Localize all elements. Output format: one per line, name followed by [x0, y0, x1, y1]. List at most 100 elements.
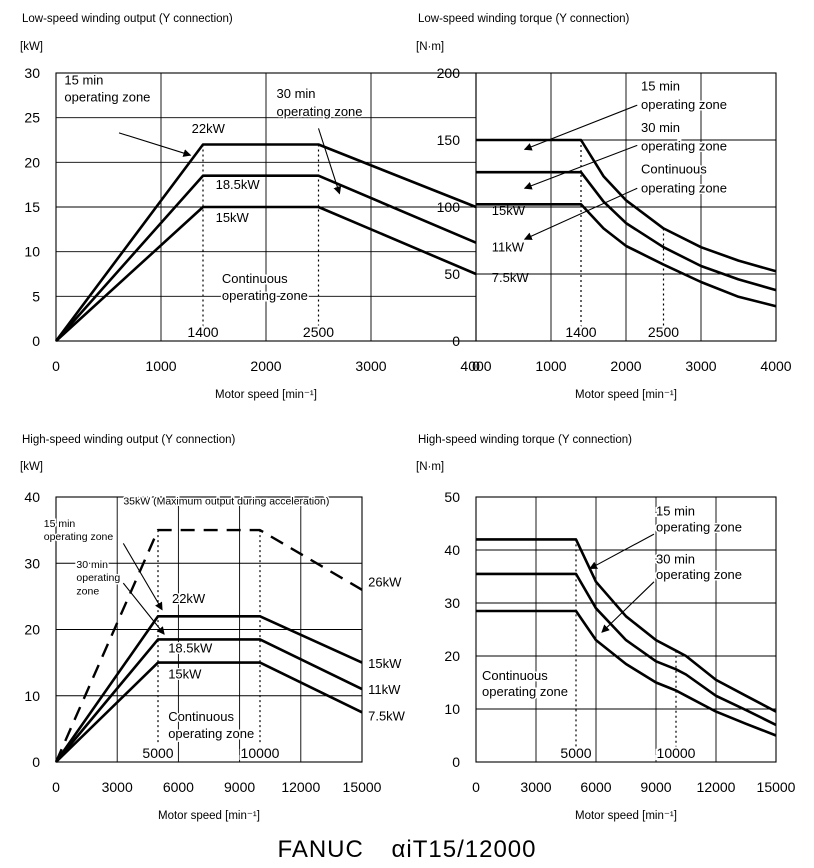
- annotation-label: 30 min: [277, 86, 316, 101]
- annotation-label: operating zone: [64, 90, 150, 105]
- annotation-arrow: [589, 533, 655, 570]
- x-tick-label: 15000: [757, 779, 796, 795]
- annotation-label: 30 min: [76, 559, 108, 571]
- x-tick-label: 9000: [224, 779, 255, 795]
- chart-c3: High-speed winding output (Y connection)…: [20, 434, 407, 822]
- x-tick-label: 0: [52, 779, 60, 795]
- annotation-label: 15 min: [656, 504, 695, 519]
- annotation-label: 30 min: [641, 120, 680, 135]
- chart-title: Low-speed winding output (Y connection): [22, 13, 233, 25]
- annotation-label: Continuous: [168, 709, 234, 724]
- plot-frame: [475, 72, 777, 342]
- y-axis-unit: [kW]: [20, 41, 43, 53]
- annotation-arrow: [317, 128, 342, 195]
- x-tick-label: 9000: [640, 779, 671, 795]
- series-line-1: [476, 572, 777, 727]
- x-tick-label: 6000: [580, 779, 611, 795]
- y-tick-label: 100: [437, 199, 461, 215]
- x-tick-label: 3000: [685, 358, 716, 374]
- x-axis-label: Motor speed [min⁻¹]: [215, 389, 317, 401]
- series-line-2: [476, 609, 777, 737]
- x-tick-label: 0: [472, 358, 480, 374]
- speed-marker-label: 5000: [142, 745, 173, 761]
- x-axis-label: Motor speed [min⁻¹]: [158, 810, 260, 822]
- series-line-0: [54, 528, 363, 763]
- y-tick-label: 10: [444, 701, 460, 717]
- annotation-label: Continuous: [222, 271, 288, 286]
- annotation-label: 15 min: [44, 518, 76, 530]
- series-line-2: [476, 203, 777, 308]
- y-tick-label: 40: [444, 542, 460, 558]
- annotation-label: 22kW: [172, 591, 206, 606]
- annotation-label: operating zone: [482, 684, 568, 699]
- plot-frame: [55, 496, 363, 763]
- y-tick-label: 20: [24, 622, 40, 638]
- speed-marker-label: 1400: [187, 324, 218, 340]
- speed-marker-label: 1400: [565, 324, 596, 340]
- series-line-2: [55, 205, 477, 342]
- series-line-2: [55, 638, 363, 763]
- y-tick-label: 20: [444, 648, 460, 664]
- y-tick-label: 20: [24, 154, 40, 170]
- annotation-arrow: [122, 582, 165, 635]
- y-tick-label: 40: [24, 489, 40, 505]
- chart-title: Low-speed winding torque (Y connection): [418, 13, 630, 25]
- chart-c2: Low-speed winding torque (Y connection) […: [416, 13, 792, 401]
- annotation-arrow: [601, 581, 655, 633]
- annotation-arrow: [118, 132, 192, 157]
- y-tick-label: 10: [24, 244, 40, 260]
- speed-marker-label: 10000: [241, 745, 280, 761]
- y-tick-label: 0: [32, 333, 40, 349]
- y-axis-unit: [N·m]: [416, 41, 444, 53]
- annotation-label: 15kW: [368, 656, 402, 671]
- y-tick-label: 0: [32, 754, 40, 770]
- annotation-label: 18.5kW: [216, 177, 261, 192]
- x-axis-label: Motor speed [min⁻¹]: [575, 810, 677, 822]
- x-tick-label: 2000: [250, 358, 281, 374]
- annotation-label: operating zone: [641, 180, 727, 195]
- figure-caption: FANUC αiT15/12000: [0, 836, 814, 864]
- annotation-arrow: [523, 187, 638, 240]
- annotation-label: 30 min: [656, 551, 695, 566]
- chart-title: High-speed winding output (Y connection): [22, 434, 235, 446]
- series-line-0: [476, 138, 777, 273]
- x-tick-label: 1000: [145, 358, 176, 374]
- annotation-label: 15 min: [64, 73, 103, 88]
- y-tick-label: 15: [24, 199, 40, 215]
- y-tick-label: 200: [437, 65, 461, 81]
- y-tick-label: 25: [24, 110, 40, 126]
- annotation-label: operating zone: [168, 726, 254, 741]
- x-tick-label: 3000: [520, 779, 551, 795]
- x-tick-label: 0: [472, 779, 480, 795]
- x-tick-label: 15000: [343, 779, 382, 795]
- x-tick-label: 1000: [535, 358, 566, 374]
- series-line-3: [55, 661, 363, 763]
- y-tick-label: 30: [444, 595, 460, 611]
- plot-frame: [475, 496, 777, 763]
- y-axis-unit: [N·m]: [416, 461, 444, 473]
- x-tick-label: 0: [52, 358, 60, 374]
- chart-c1: Low-speed winding output (Y connection) […: [20, 13, 531, 401]
- chart-c4: High-speed winding torque (Y connection)…: [416, 434, 796, 822]
- x-tick-label: 4000: [760, 358, 791, 374]
- annotation-label: Continuous: [641, 162, 707, 177]
- speed-marker-label: 10000: [657, 745, 696, 761]
- series-line-1: [54, 614, 363, 763]
- y-axis-unit: [kW]: [20, 461, 43, 473]
- x-tick-label: 4000: [460, 358, 491, 374]
- chart-title: High-speed winding torque (Y connection): [418, 434, 632, 446]
- annotation-label: 15 min: [641, 78, 680, 93]
- annotation-label: operating zone: [641, 139, 727, 154]
- speed-marker-label: 2500: [303, 324, 334, 340]
- x-tick-label: 6000: [163, 779, 194, 795]
- x-tick-label: 12000: [697, 779, 736, 795]
- annotation-label: zone: [76, 585, 99, 597]
- annotation-label: Continuous: [482, 668, 548, 683]
- model-label: αiT15/12000: [391, 836, 537, 863]
- x-tick-label: 3000: [102, 779, 133, 795]
- annotation-label: operating zone: [44, 531, 114, 543]
- annotation-label: 22kW: [192, 121, 226, 136]
- x-tick-label: 2000: [610, 358, 641, 374]
- annotation-label: 26kW: [368, 574, 402, 589]
